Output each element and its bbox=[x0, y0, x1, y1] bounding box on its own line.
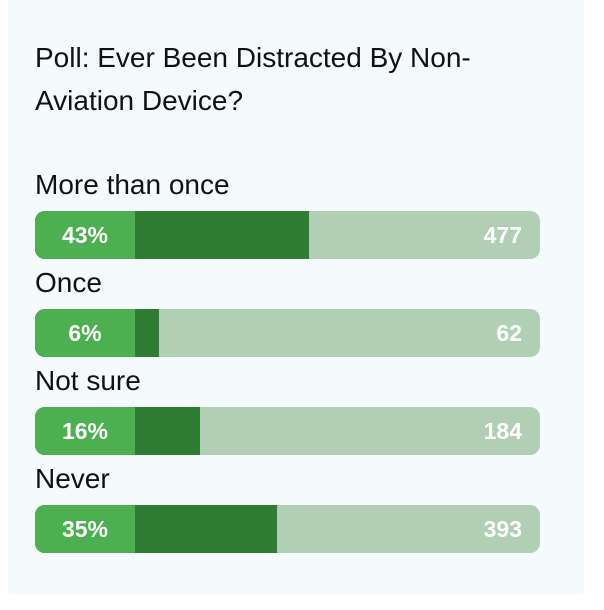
poll-options: More than once 43% 477 Once 6% 62 Not su… bbox=[35, 165, 540, 557]
poll-result-bar[interactable]: 43% 477 bbox=[35, 211, 540, 259]
poll-vote-count: 62 bbox=[496, 320, 522, 346]
poll-title: Poll: Ever Been Distracted By Non-Aviati… bbox=[35, 42, 471, 116]
poll-option-not-sure: Not sure 16% 184 bbox=[35, 361, 540, 459]
poll-percent: 6% bbox=[68, 320, 102, 346]
poll-percent-box bbox=[35, 211, 135, 259]
poll-option-label: Once bbox=[35, 267, 102, 298]
poll-option-never: Never 35% 393 bbox=[35, 459, 540, 557]
poll-option-label: Never bbox=[35, 463, 110, 494]
poll-option-label: Not sure bbox=[35, 365, 141, 396]
poll-percent: 43% bbox=[61, 222, 109, 248]
poll-option-more-than-once: More than once 43% 477 bbox=[35, 165, 540, 263]
poll-percent: 16% bbox=[61, 418, 109, 444]
poll-percent-box bbox=[35, 407, 135, 455]
poll-vote-count: 184 bbox=[483, 418, 522, 444]
poll-option-once: Once 6% 62 bbox=[35, 263, 540, 361]
poll-card: Poll: Ever Been Distracted By Non-Aviati… bbox=[8, 0, 584, 594]
poll-percent: 35% bbox=[61, 516, 109, 542]
poll-percent-box bbox=[35, 309, 135, 357]
poll-result-bar[interactable]: 35% 393 bbox=[35, 505, 540, 553]
poll-result-bar[interactable]: 6% 62 bbox=[35, 309, 540, 357]
poll-option-label: More than once bbox=[35, 169, 230, 200]
poll-vote-count: 393 bbox=[483, 516, 522, 542]
poll-vote-count: 477 bbox=[483, 222, 522, 248]
poll-percent-box bbox=[35, 505, 135, 553]
poll-result-bar[interactable]: 16% 184 bbox=[35, 407, 540, 455]
